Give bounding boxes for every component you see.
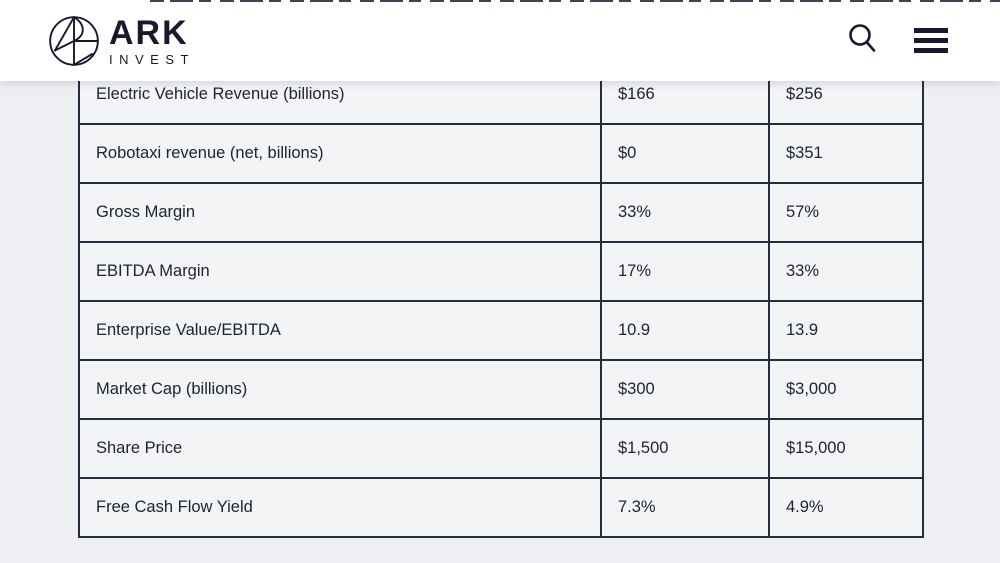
brand-text: ARK INVEST	[109, 16, 195, 66]
ark-invest-logo[interactable]: ARK INVEST	[48, 15, 195, 67]
brand-name: ARK	[109, 13, 189, 52]
value-cell: 7.3%	[600, 477, 770, 538]
header-actions	[842, 18, 952, 63]
valuation-metrics-table: Electric Vehicle Revenue (billions) $166…	[78, 64, 924, 538]
value-cell: 10.9	[600, 300, 770, 361]
metric-cell: Robotaxi revenue (net, billions)	[78, 123, 602, 184]
value-cell: 57%	[768, 182, 924, 243]
table-row: Robotaxi revenue (net, billions) $0 $351	[78, 123, 924, 184]
value-cell: 13.9	[768, 300, 924, 361]
table-row: EBITDA Margin 17% 33%	[78, 241, 924, 302]
page-content: Electric Vehicle Revenue (billions) $166…	[0, 64, 1000, 546]
metric-cell: Share Price	[78, 418, 602, 479]
metric-cell: Gross Margin	[78, 182, 602, 243]
value-cell: $1,500	[600, 418, 770, 479]
value-cell: $3,000	[768, 359, 924, 420]
value-cell: 17%	[600, 241, 770, 302]
value-cell: 33%	[600, 182, 770, 243]
table-row: Market Cap (billions) $300 $3,000	[78, 359, 924, 420]
table-row: Free Cash Flow Yield 7.3% 4.9%	[78, 477, 924, 538]
brand-subtitle: INVEST	[109, 51, 195, 67]
ark-circle-logo-icon	[48, 15, 100, 67]
cropped-text-artifact	[150, 0, 1000, 2]
metric-cell: Enterprise Value/EBITDA	[78, 300, 602, 361]
metric-cell: Market Cap (billions)	[78, 359, 602, 420]
search-icon	[846, 24, 878, 59]
metric-cell: EBITDA Margin	[78, 241, 602, 302]
menu-icon	[914, 28, 948, 53]
search-button[interactable]	[842, 18, 882, 63]
table-row: Gross Margin 33% 57%	[78, 182, 924, 243]
value-cell: $351	[768, 123, 924, 184]
value-cell: 4.9%	[768, 477, 924, 538]
table-row: Electric Vehicle Revenue (billions) $166…	[78, 64, 924, 125]
metric-cell: Free Cash Flow Yield	[78, 477, 602, 538]
value-cell: $300	[600, 359, 770, 420]
menu-button[interactable]	[910, 24, 952, 57]
site-header: ARK INVEST	[0, 0, 1000, 81]
value-cell: 33%	[768, 241, 924, 302]
table-row: Share Price $1,500 $15,000	[78, 418, 924, 479]
value-cell: $15,000	[768, 418, 924, 479]
value-cell: $0	[600, 123, 770, 184]
table-row: Enterprise Value/EBITDA 10.9 13.9	[78, 300, 924, 361]
